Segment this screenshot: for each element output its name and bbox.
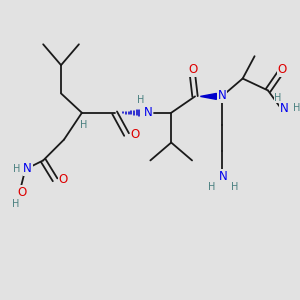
Polygon shape [200, 93, 217, 99]
Text: H: H [274, 93, 281, 103]
Text: N: N [218, 89, 227, 102]
Text: H: H [137, 95, 145, 105]
Text: N: N [144, 106, 152, 119]
Text: H: H [80, 120, 87, 130]
Text: H: H [208, 182, 215, 192]
Text: O: O [130, 128, 140, 141]
Text: H: H [293, 103, 300, 113]
Text: H: H [12, 200, 20, 209]
Text: N: N [279, 102, 288, 115]
Text: H: H [13, 164, 21, 174]
Text: O: O [17, 186, 26, 199]
Text: O: O [59, 173, 68, 186]
Text: N: N [23, 162, 32, 175]
Text: O: O [188, 63, 197, 76]
Text: O: O [277, 63, 286, 76]
Text: H: H [231, 182, 238, 192]
Text: N: N [219, 170, 228, 183]
